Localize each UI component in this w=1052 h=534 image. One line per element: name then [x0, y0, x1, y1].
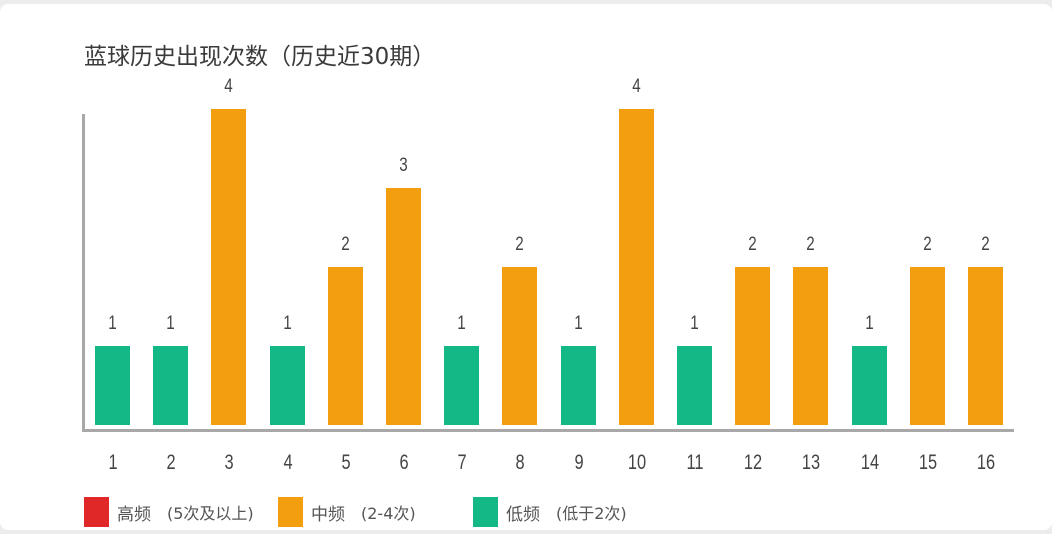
- legend-label-mid: 中频: [311, 504, 345, 525]
- y-axis: [82, 114, 85, 432]
- bar-value-label: 2: [923, 234, 932, 255]
- legend-item-high: 高频 (5次及以上): [84, 497, 254, 527]
- x-tick-label: 11: [685, 451, 704, 474]
- legend-note-mid: (2-4次): [361, 504, 416, 523]
- legend-note-high: (5次及以上): [167, 504, 254, 523]
- x-tick-label: 7: [456, 451, 467, 474]
- bar-6: [386, 188, 421, 425]
- bar-14: [852, 346, 887, 425]
- chart-card: 蓝球历史出现次数（历史近30期） 1 1 1 2 4 3 1 4 2 5 3 6 1 7 2 8 1 9 4 10 1 1…: [0, 4, 1052, 530]
- x-tick-label: 15: [918, 451, 937, 474]
- x-tick-label: 12: [743, 451, 762, 474]
- bar-value-label: 1: [690, 313, 699, 334]
- bar-5: [328, 267, 363, 425]
- legend-swatch-low: [473, 497, 498, 527]
- bar-value-label: 1: [283, 313, 292, 334]
- legend-swatch-mid: [278, 497, 303, 527]
- bar-13: [793, 267, 828, 425]
- bar-7: [444, 346, 479, 425]
- bar-16: [968, 267, 1003, 425]
- bar-value-label: 1: [457, 313, 466, 334]
- bar-value-label: 1: [574, 313, 583, 334]
- bar-11: [677, 346, 712, 425]
- bar-value-label: 3: [399, 155, 408, 176]
- bar-value-label: 4: [632, 76, 641, 97]
- bar-12: [735, 267, 770, 425]
- legend-note-low: (低于2次): [556, 504, 627, 523]
- bar-value-label: 2: [515, 234, 524, 255]
- legend-item-low: 低频 (低于2次): [473, 497, 627, 527]
- x-tick-label: 16: [976, 451, 995, 474]
- x-tick-label: 5: [340, 451, 351, 474]
- bar-value-label: 1: [865, 313, 874, 334]
- x-tick-label: 3: [223, 451, 234, 474]
- legend-swatch-high: [84, 497, 109, 527]
- bar-2: [153, 346, 188, 425]
- bar-value-label: 2: [981, 234, 990, 255]
- bar-value-label: 2: [748, 234, 757, 255]
- bar-4: [270, 346, 305, 425]
- bar-10: [619, 109, 654, 425]
- legend-label-low: 低频: [506, 504, 540, 525]
- x-axis: [82, 429, 1014, 432]
- x-tick-label: 6: [398, 451, 409, 474]
- bar-value-label: 1: [166, 313, 175, 334]
- bar-15: [910, 267, 945, 425]
- x-tick-label: 8: [514, 451, 525, 474]
- legend-label-high: 高频: [117, 504, 151, 525]
- bar-3: [211, 109, 246, 425]
- bar-1: [95, 346, 130, 425]
- x-tick-label: 14: [860, 451, 879, 474]
- bar-9: [561, 346, 596, 425]
- bar-value-label: 1: [108, 313, 117, 334]
- x-tick-label: 4: [282, 451, 293, 474]
- bar-value-label: 2: [806, 234, 815, 255]
- bar-value-label: 4: [224, 76, 233, 97]
- x-tick-label: 1: [107, 451, 118, 474]
- bar-8: [502, 267, 537, 425]
- bar-value-label: 2: [341, 234, 350, 255]
- x-tick-label: 13: [801, 451, 820, 474]
- x-tick-label: 2: [165, 451, 176, 474]
- legend-item-mid: 中频 (2-4次): [278, 497, 416, 527]
- x-tick-label: 9: [573, 451, 584, 474]
- x-tick-label: 10: [627, 451, 646, 474]
- chart-title: 蓝球历史出现次数（历史近30期）: [84, 44, 436, 70]
